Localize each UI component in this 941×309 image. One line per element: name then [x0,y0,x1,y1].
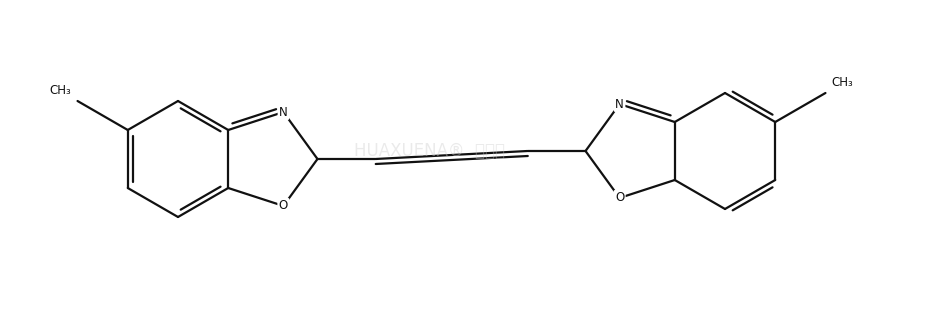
Text: CH₃: CH₃ [50,84,72,97]
Text: HUAXUENA®  化学库: HUAXUENA® 化学库 [355,142,505,160]
Text: O: O [279,199,288,212]
Text: N: N [615,98,624,111]
Text: CH₃: CH₃ [832,76,853,89]
Text: O: O [615,191,624,205]
Text: N: N [279,106,288,119]
